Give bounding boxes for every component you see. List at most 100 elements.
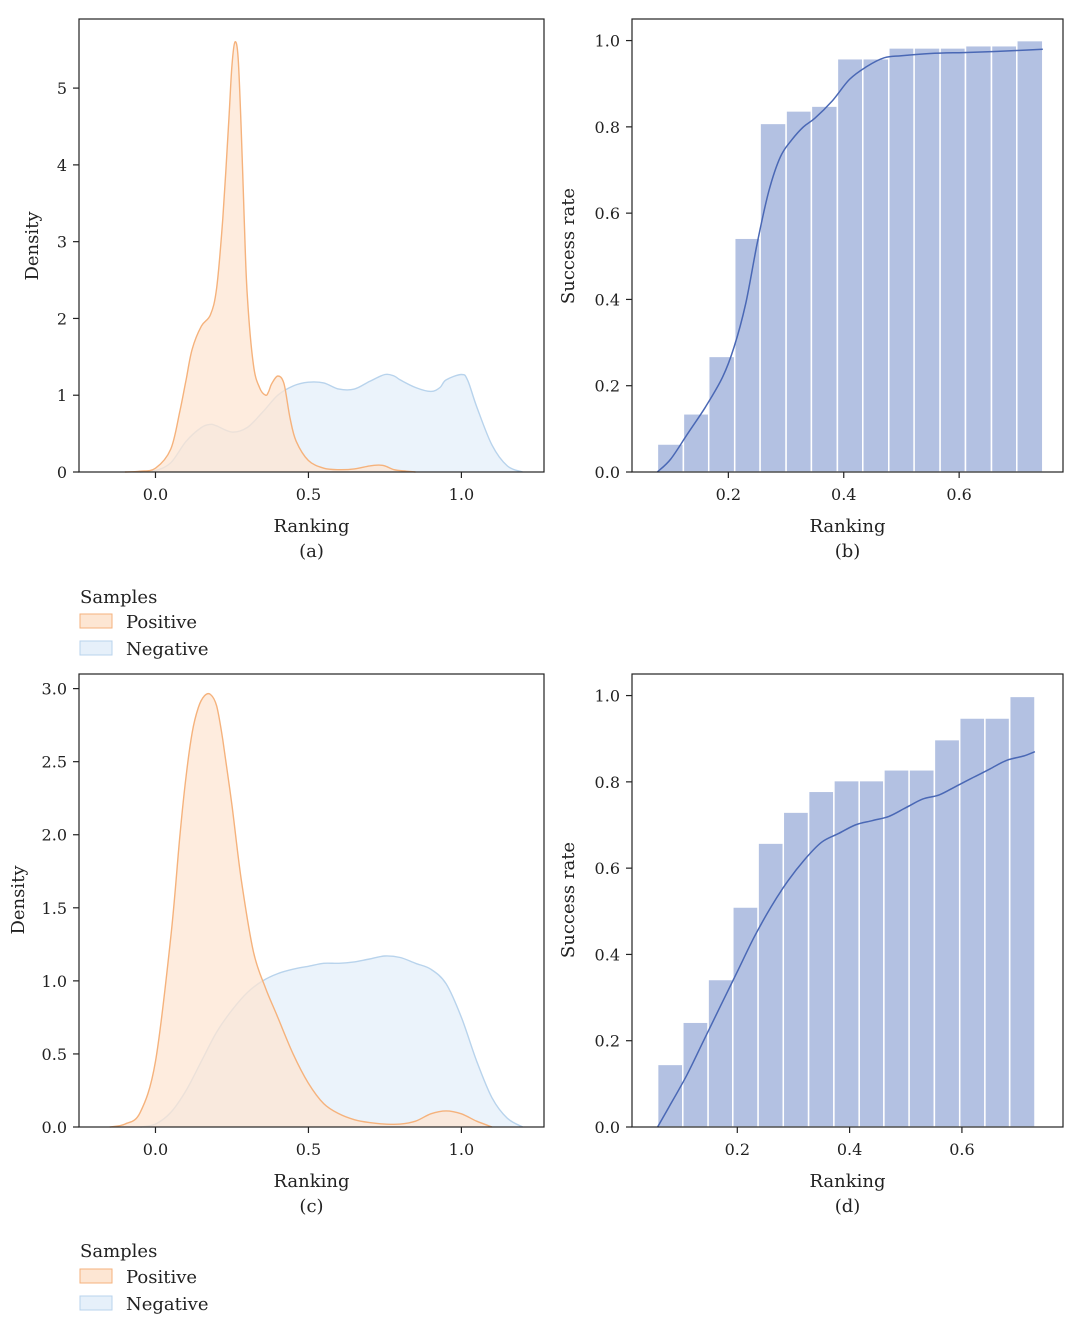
y-axis-label: Density — [8, 865, 29, 935]
y-tick-label: 0.6 — [595, 204, 620, 223]
plot-frame — [78, 673, 545, 1128]
histogram-bar — [833, 779, 860, 1128]
y-tick-label: 0.8 — [595, 118, 620, 137]
y-tick-label: 2 — [57, 309, 67, 328]
plot-frame — [631, 673, 1064, 1128]
y-tick-label: 0.8 — [595, 773, 620, 792]
x-tick-label: 0.2 — [725, 1140, 750, 1159]
y-tick-label: 2.0 — [42, 826, 67, 845]
x-tick-label: 1.0 — [449, 1140, 474, 1159]
histogram-bar — [807, 790, 835, 1128]
x-axis-label: Ranking — [809, 1171, 885, 1192]
y-tick-label: 1.0 — [42, 972, 67, 991]
panel-c-density-chart: 0.0 0.5 1.0 0.0 0.5 1.0 1.5 2.0 2.5 3.0 Ranking Den… — [8, 673, 545, 1217]
y-axis-label: Success rate — [558, 842, 579, 958]
histogram-bar — [939, 47, 967, 473]
panel-a-density-chart: 0.0 0.5 1.0 0 1 2 3 4 5 Ranking Density (a) — [22, 18, 545, 562]
y-tick-label: 0.6 — [595, 859, 620, 878]
histogram-bar — [1008, 695, 1036, 1128]
legend-negative-swatch — [79, 1295, 113, 1311]
panel-d-success-rate-chart: 0.2 0.4 0.6 0.0 0.2 0.4 0.6 0.8 1.0 Ranking Succes… — [558, 673, 1064, 1217]
plot-frame — [78, 18, 545, 473]
histogram-bar — [883, 769, 910, 1128]
y-tick-label: 5 — [57, 79, 67, 98]
success-rate-curve — [656, 750, 1036, 1128]
legend-bottom: Samples Positive Negative — [79, 1241, 208, 1315]
histogram-bar — [862, 57, 890, 473]
y-tick-label: 4 — [57, 156, 67, 175]
panel-label: (c) — [299, 1196, 323, 1217]
histogram-bar — [858, 779, 885, 1128]
y-tick-label: 0.0 — [595, 463, 620, 482]
x-tick-label: 0.6 — [949, 1140, 974, 1159]
positive-density-area — [109, 693, 492, 1127]
legend-negative-swatch — [79, 640, 113, 656]
panel-label: (b) — [835, 541, 861, 562]
histogram-bar — [707, 355, 736, 473]
histogram-bar — [757, 842, 785, 1128]
y-tick-label: 2.5 — [42, 753, 67, 772]
y-tick-label: 1.0 — [595, 32, 620, 51]
plot-frame — [631, 18, 1064, 473]
histogram-bar — [733, 237, 761, 473]
x-tick-label: 1.0 — [449, 485, 474, 504]
x-axis-label: Ranking — [273, 516, 349, 537]
histogram-bar — [933, 738, 961, 1128]
legend-positive-swatch — [79, 1268, 113, 1284]
y-tick-label: 0.5 — [42, 1045, 67, 1064]
y-axis-label: Success rate — [558, 188, 579, 304]
x-tick-label: 0.2 — [716, 485, 741, 504]
legend-negative-label: Negative — [126, 1294, 208, 1315]
legend-positive-label: Positive — [126, 612, 197, 633]
x-axis-label: Ranking — [273, 1171, 349, 1192]
histogram-bar — [1016, 39, 1044, 473]
y-tick-label: 0.4 — [595, 290, 620, 309]
histogram-bar — [810, 105, 839, 473]
histogram-bar — [908, 769, 936, 1128]
positive-density-area — [124, 41, 416, 472]
x-tick-label: 0.4 — [837, 1140, 862, 1159]
y-tick-label: 1.0 — [595, 687, 620, 706]
histogram-bar — [732, 906, 759, 1128]
positive-density-line — [109, 692, 493, 1128]
histogram-bar — [990, 44, 1018, 473]
x-tick-label: 0.6 — [946, 485, 971, 504]
y-tick-label: 0.0 — [42, 1118, 67, 1137]
x-tick-label: 0.5 — [296, 485, 321, 504]
panel-label: (d) — [835, 1196, 861, 1217]
panel-label: (a) — [299, 541, 324, 562]
y-tick-label: 0.2 — [595, 377, 620, 396]
histogram-bar — [785, 110, 813, 473]
legend-top: Samples Positive Negative — [79, 587, 208, 660]
success-rate-curve — [656, 48, 1043, 473]
legend-negative-label: Negative — [126, 639, 208, 660]
histogram-bar — [984, 717, 1011, 1128]
histogram-bar — [707, 978, 734, 1128]
panel-b-success-rate-chart: 0.2 0.4 0.6 0.0 0.2 0.4 0.6 0.8 1.0 Ranking Succes… — [558, 18, 1064, 562]
x-tick-label: 0.0 — [143, 1140, 168, 1159]
legend-positive-swatch — [79, 613, 113, 629]
y-tick-label: 1 — [57, 386, 67, 405]
y-axis-label: Density — [22, 211, 43, 281]
y-tick-label: 0 — [57, 463, 67, 482]
x-tick-label: 0.0 — [143, 485, 168, 504]
y-tick-label: 3 — [57, 233, 67, 252]
histogram-bar — [836, 57, 864, 473]
legend-title: Samples — [80, 587, 157, 608]
y-tick-label: 0.2 — [595, 1032, 620, 1051]
y-tick-label: 0.4 — [595, 945, 620, 964]
histogram-bar — [656, 1063, 684, 1128]
y-tick-label: 1.5 — [42, 899, 67, 918]
histogram-bar — [888, 47, 915, 473]
histogram-bar — [964, 44, 993, 473]
legend-title: Samples — [80, 1241, 157, 1262]
x-tick-label: 0.5 — [296, 1140, 321, 1159]
histogram-bar — [913, 47, 941, 473]
positive-density-line — [124, 41, 416, 473]
legend-positive-label: Positive — [126, 1267, 197, 1288]
x-axis-label: Ranking — [809, 516, 885, 537]
histogram-bar — [782, 811, 810, 1128]
histogram-bar — [958, 717, 986, 1128]
y-tick-label: 0.0 — [595, 1118, 620, 1137]
